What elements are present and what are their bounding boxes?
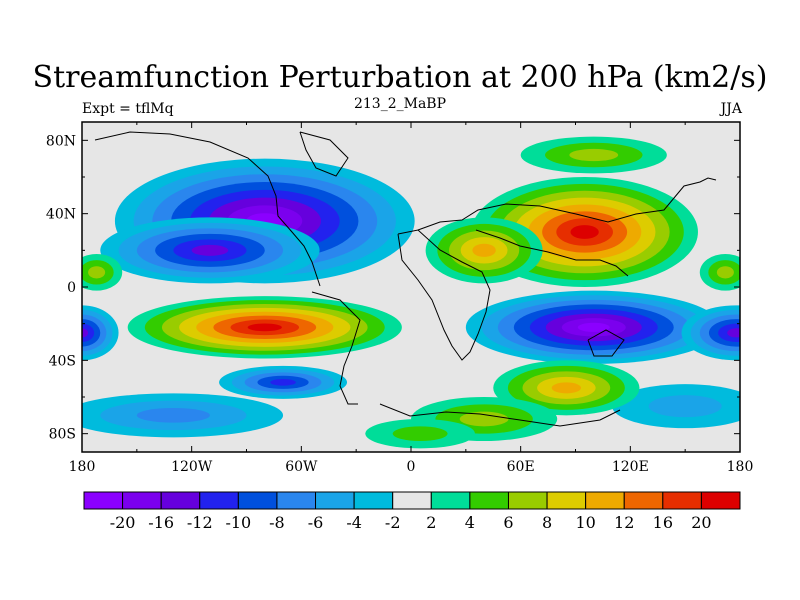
coastline-australia (587, 329, 625, 357)
colorbar-label: -16 (148, 513, 174, 532)
y-tick-label: 80N (46, 133, 76, 149)
colorbar-box (430, 491, 471, 510)
experiment-label: Expt = tflMq (82, 101, 174, 117)
colorbar-label: 4 (465, 513, 475, 532)
coastline-africa (397, 229, 491, 361)
colorbar-label: -12 (187, 513, 213, 532)
colorbar-label: 8 (542, 513, 552, 532)
coastline-eurasia (417, 177, 717, 231)
contour-band (392, 426, 448, 441)
colorbar-box (122, 491, 162, 510)
colorbar-box (585, 491, 625, 510)
colorbar-box (507, 491, 548, 510)
y-tick-label: 40S (49, 353, 76, 369)
coastline-antarctica (379, 403, 621, 427)
colorbar-box (160, 491, 201, 510)
colorbar-box (353, 491, 394, 510)
contour-band (716, 266, 734, 279)
colorbar-box (276, 491, 317, 510)
colorbar-box (546, 491, 587, 510)
contour-band (570, 225, 599, 239)
colorbar-box (469, 491, 509, 510)
coastline-north-america (94, 131, 321, 287)
contour-band (247, 323, 282, 332)
colorbar-label: 12 (614, 513, 634, 532)
colorbar-label: 16 (653, 513, 673, 532)
contour-band (459, 411, 509, 427)
colorbar-box (315, 491, 355, 510)
colorbar-box (392, 491, 432, 510)
colorbar-label: -4 (346, 513, 362, 532)
x-tick-label: 180 (69, 459, 96, 475)
colorbar-label: 10 (575, 513, 595, 532)
contour-band (136, 408, 210, 423)
contour-fill-layer (82, 122, 740, 452)
contour-band (551, 382, 581, 394)
colorbar-label: -6 (308, 513, 324, 532)
contour-band (82, 328, 89, 338)
colorbar-box (700, 491, 741, 510)
coastline-south-america (311, 291, 361, 405)
y-tick-label: 40N (46, 207, 76, 223)
colorbar-box (199, 491, 239, 510)
colorbar-label: -20 (110, 513, 136, 532)
colorbar-box (83, 491, 124, 510)
x-tick-label: 60W (285, 459, 318, 475)
season-label: JJA (720, 101, 742, 117)
colorbar-label: -2 (385, 513, 401, 532)
contour-band (569, 148, 619, 162)
contour-band (191, 244, 229, 256)
contour-band (472, 243, 496, 257)
y-tick-label: 80S (49, 427, 76, 443)
contour-band (577, 322, 610, 332)
coastline-asia-south (475, 229, 629, 277)
contour-band (648, 395, 722, 418)
x-tick-label: 120W (171, 459, 213, 475)
colorbar-box (662, 491, 702, 510)
coastline-greenland (299, 131, 349, 177)
colorbar-box (623, 491, 664, 510)
chart-title: Streamfunction Perturbation at 200 hPa (… (32, 60, 768, 95)
y-axis: 80N 40N 0 40S 80S (46, 133, 740, 443)
contour-band (88, 266, 106, 279)
colorbar-box (237, 491, 278, 510)
x-axis: 180 120W 60W 0 60E 120E 180 (69, 122, 754, 475)
colorbar-label: 20 (691, 513, 711, 532)
case-label: 213_2_MaBP (353, 96, 447, 112)
colorbar-label: -8 (269, 513, 285, 532)
x-tick-label: 120E (612, 459, 649, 475)
contour-band (270, 379, 296, 386)
colorbar-label: -10 (225, 513, 251, 532)
colorbar-label: 6 (503, 513, 513, 532)
x-tick-label: 180 (727, 459, 754, 475)
colorbar-label: 2 (426, 513, 436, 532)
coastline-layer (94, 131, 717, 427)
y-tick-label: 0 (67, 280, 76, 296)
colorbar: -20 -16 -12 -10 -8 -6 -4 -2 2 4 6 8 10 12 16 20 (83, 491, 741, 532)
x-tick-label: 60E (507, 459, 535, 475)
contour-band (727, 328, 740, 338)
x-tick-label: 0 (407, 459, 416, 475)
